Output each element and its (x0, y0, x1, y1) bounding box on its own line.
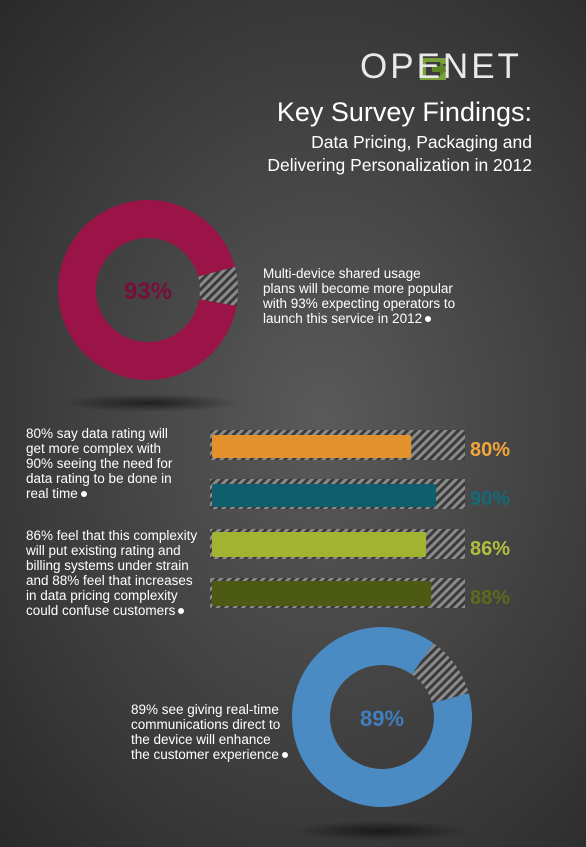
text-line: and 88% feel that increases (26, 573, 193, 588)
donut-shadow (290, 821, 470, 841)
page-subtitle: Data Pricing, Packaging and Delivering P… (212, 131, 532, 177)
finding-complexity-text: 86% feel that this complexity will put e… (26, 528, 211, 618)
bullet-icon (80, 491, 87, 497)
donut-value-slice (292, 627, 472, 807)
text-line: with 93% expecting operators to (263, 296, 456, 311)
text-line: could confuse customers (26, 603, 176, 618)
donut-remainder-slice (411, 643, 469, 704)
page-title: Key Survey Findings: (276, 97, 532, 127)
bar-value (212, 435, 412, 458)
bar-value (212, 484, 437, 507)
donut-chart-89: 89% (292, 627, 472, 807)
text-line: will put existing rating and (26, 543, 181, 558)
donut-remainder-slice (198, 266, 239, 306)
text-line: 86% feel that this complexity (26, 528, 198, 543)
text-line: plans will become more popular (263, 281, 453, 296)
text-line: 89% see giving real-time (131, 702, 279, 717)
bar-value (212, 581, 432, 606)
text-line: the device will enhance (131, 732, 271, 747)
bar-chart: 80% 90% 86% 88% (210, 430, 510, 609)
bullet-icon (425, 316, 432, 322)
bar-value (212, 532, 427, 557)
bar-value-label: 80% (470, 439, 510, 461)
subtitle-line-2: Delivering Personalization in 2012 (267, 155, 532, 175)
brand-name: OPENET (360, 47, 522, 86)
text-line: Multi-device shared usage (263, 266, 421, 281)
openet-logo-icon (420, 58, 448, 80)
text-line: 80% say data rating will (26, 426, 168, 441)
bar-value-label: 86% (470, 538, 510, 560)
text-line: in data pricing complexity (26, 588, 178, 603)
text-line: the customer experience (131, 747, 279, 762)
text-line: billing systems under strain (26, 558, 189, 573)
donut-value-label: 93% (124, 278, 172, 305)
text-line: real time (26, 486, 78, 501)
bar-value-label: 88% (470, 587, 510, 609)
bar-value-label: 90% (470, 488, 510, 510)
text-line: get more complex with (26, 441, 162, 456)
subtitle-line-1: Data Pricing, Packaging and (311, 132, 532, 152)
text-line: launch this service in 2012 (263, 311, 423, 326)
finding-multi-device-text: Multi-device shared usage plans will bec… (263, 266, 473, 326)
donut-shadow (60, 394, 240, 412)
text-line: 90% seeing the need for (26, 456, 173, 471)
bullet-icon (281, 752, 288, 758)
donut-chart-93: 93% (58, 200, 239, 381)
text-line: communications direct to (131, 717, 281, 732)
finding-rating-text: 80% say data rating will get more comple… (26, 426, 206, 501)
donut-value-slice (58, 200, 237, 381)
finding-real-time-text: 89% see giving real-time communications … (131, 702, 311, 762)
bullet-icon (178, 608, 185, 614)
text-line: data rating to be done in (26, 471, 172, 486)
donut-value-label: 89% (360, 706, 404, 731)
